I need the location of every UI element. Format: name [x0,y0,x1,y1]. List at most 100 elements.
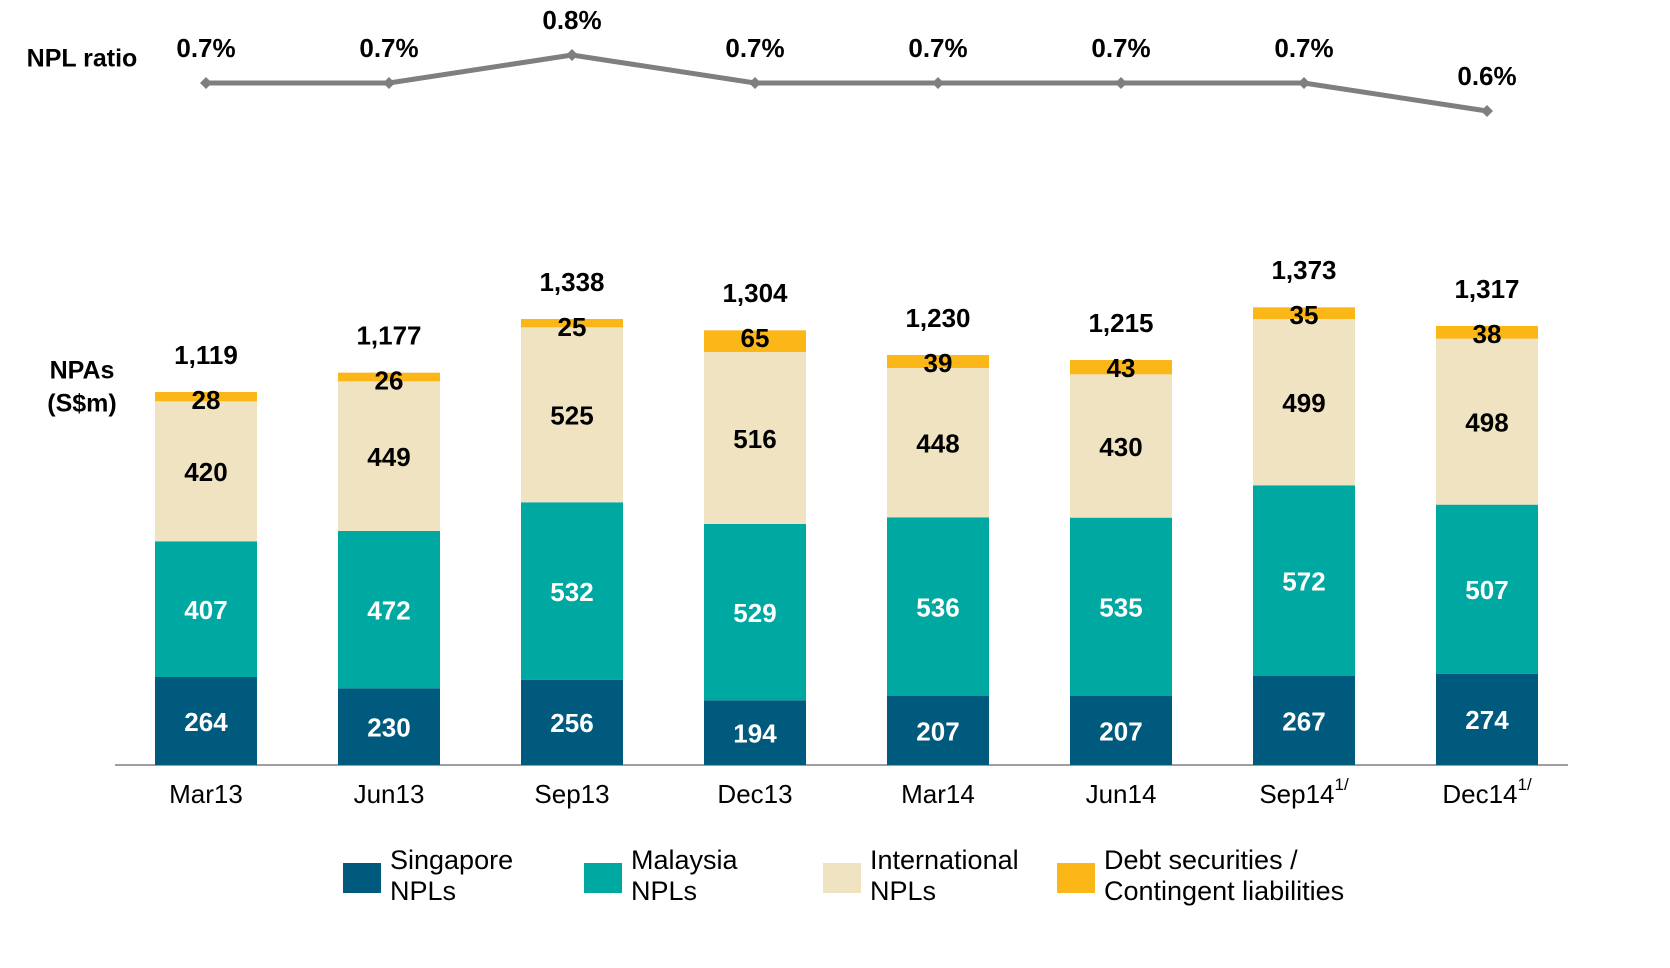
legend-label: Contingent liabilities [1104,876,1344,906]
y-label: (S$m) [47,390,116,418]
bar-segment [704,700,806,765]
ratio-line [206,52,1488,114]
footnote-marker: 1/ [1517,775,1531,794]
data-label: 256 [550,708,593,738]
data-label: 525 [550,401,593,431]
total-label: 1,304 [722,278,788,308]
data-label: 26 [375,366,404,396]
category: Sep14 [1259,779,1334,809]
data-label: 420 [184,457,227,487]
data-label: 39 [924,348,953,378]
data-label: 572 [1282,567,1325,597]
bar-segment [155,677,257,765]
total-label: 1,230 [905,303,970,333]
x-tick-label: Sep13 [534,779,609,809]
bar-segment [704,352,806,524]
ratio-marker [1298,77,1310,89]
legend-label: NPLs [870,876,936,906]
bar-segment [704,524,806,701]
bar-segment [155,401,257,542]
category: Jun13 [354,779,425,809]
bar-segment [155,541,257,677]
ratio-label: 0.7% [359,33,418,63]
legend-label: NPLs [390,876,456,906]
bar-segment [338,372,440,382]
data-label: 264 [184,707,228,737]
data-label: 25 [558,312,587,342]
bar-segment [1253,676,1355,765]
data-label: 267 [1282,706,1325,736]
ratio-marker [749,77,761,89]
data-label: 28 [192,385,221,415]
total-label: 1,338 [539,267,604,297]
ratio-label: 0.7% [725,33,784,63]
data-label: 207 [916,716,959,746]
data-label: 535 [1099,593,1142,623]
total-label: 1,215 [1088,308,1153,338]
data-label: 516 [733,424,776,454]
data-label: 448 [916,429,959,459]
data-label: 65 [741,323,770,353]
x-tick-label: Mar13 [169,779,243,809]
data-label: 43 [1107,353,1136,383]
x-tick-label: Mar14 [901,779,975,809]
bar-segment [1253,319,1355,486]
data-label: 532 [550,577,593,607]
bar-segment [1070,517,1172,696]
ratio-label: 0.7% [1091,33,1150,63]
data-label: 449 [367,442,410,472]
legend-label: Singapore [390,845,513,875]
data-label: 194 [733,719,777,749]
ratio-label: NPL ratio [27,45,138,73]
bar-segment [521,679,623,765]
data-label: 499 [1282,388,1325,418]
ratio-marker [200,77,212,89]
bar-segment [1070,374,1172,518]
bar-segment [1436,673,1538,765]
data-label: 507 [1465,575,1508,605]
x-tick-label: Dec141/ [1442,775,1532,808]
bar-segment [338,381,440,531]
category: Sep13 [534,779,609,809]
ratio-label: 0.7% [176,33,235,63]
data-label: 430 [1099,432,1142,462]
data-label: 529 [733,598,776,628]
x-tick-label: Dec13 [717,779,792,809]
bar-segment [887,355,989,368]
x-tick-label: Jun13 [354,779,425,809]
total-label: 1,119 [174,340,238,370]
category: Dec14 [1442,779,1517,809]
total-label: 1,317 [1454,274,1519,304]
legend-label: Malaysia [631,845,739,875]
data-label: 498 [1465,408,1508,438]
bar-segment [1436,326,1538,339]
x-tick-label: Sep141/ [1259,775,1349,808]
bar-segment [1253,307,1355,319]
legend-swatch [1057,863,1095,893]
legend-swatch [584,863,622,893]
total-label: 1,373 [1271,255,1336,285]
data-label: 35 [1290,300,1319,330]
bar-segment [1070,360,1172,375]
data-label: 536 [916,593,959,623]
data-label: 207 [1099,716,1142,746]
bar-segment [521,327,623,503]
ratio-label: 0.7% [1274,33,1333,63]
data-label: 230 [367,713,410,743]
total-label: 1,177 [356,321,421,351]
ratio-marker [1115,77,1127,89]
bar-segment [704,330,806,352]
bar-segment [155,392,257,402]
footnote-marker: 1/ [1335,775,1349,794]
legend-swatch [343,863,381,893]
ratio-marker [1481,105,1493,117]
ratio-label: 0.7% [908,33,967,63]
bar-segment [338,688,440,765]
bar-segment [887,368,989,518]
bar-segment [887,696,989,765]
category: Dec13 [717,779,792,809]
category: Mar14 [901,779,975,809]
data-label: 274 [1465,705,1509,735]
category: Mar13 [169,779,243,809]
